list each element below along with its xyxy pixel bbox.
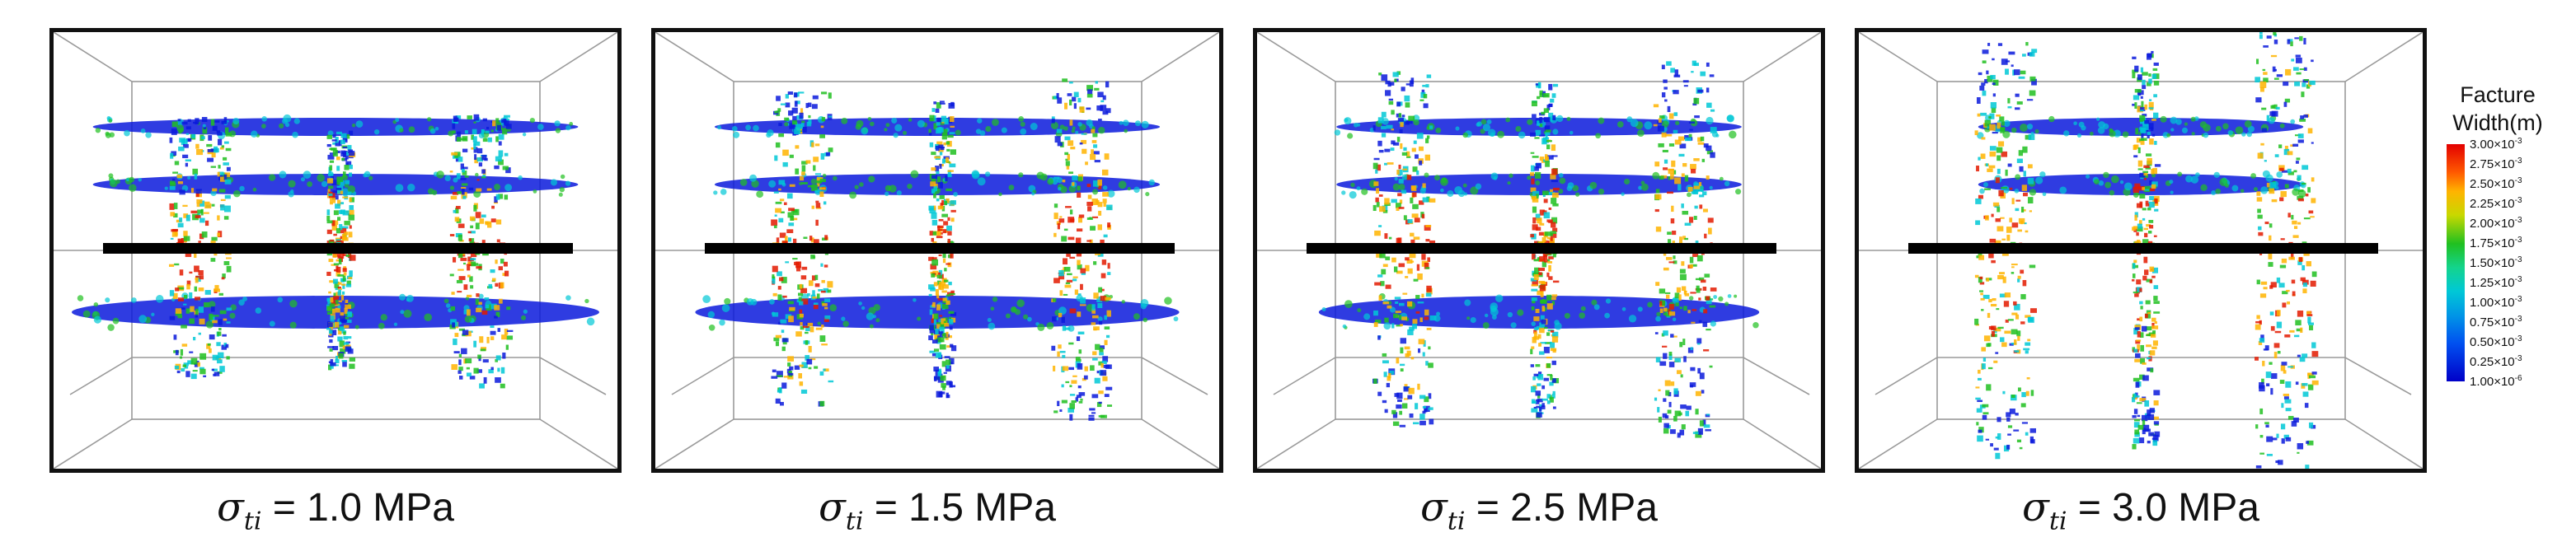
legend-tick-2: 2.50×10-3 xyxy=(2470,176,2522,191)
caption-3: σti = 2.5 MPa xyxy=(1420,484,1658,536)
vertical-fracture xyxy=(1372,71,1437,428)
vertical-fracture xyxy=(1974,42,2038,460)
legend-tick-8: 1.00×10-3 xyxy=(2470,295,2522,310)
legend-title-line1: Facture xyxy=(2460,82,2536,107)
legend-tick-12: 1.00×10-6 xyxy=(2470,374,2522,389)
wellbore xyxy=(705,243,1175,254)
legend-tick-11: 0.25×10-3 xyxy=(2470,354,2522,369)
legend-tick-4: 2.00×10-3 xyxy=(2470,216,2522,231)
panel-2 xyxy=(651,28,1223,473)
panel-1-plot xyxy=(54,32,617,469)
panel-1 xyxy=(49,28,622,473)
panel-3-plot xyxy=(1257,32,1821,469)
caption-2: σti = 1.5 MPa xyxy=(819,484,1056,536)
panel-4 xyxy=(1855,28,2427,473)
legend-tick-10: 0.50×10-3 xyxy=(2470,334,2522,349)
legend-tick-9: 0.75×10-3 xyxy=(2470,315,2522,329)
legend-colorbar xyxy=(2447,144,2465,381)
legend-title: Facture Width(m) xyxy=(2436,81,2560,137)
vertical-fracture xyxy=(928,100,957,399)
vertical-fracture xyxy=(1530,82,1560,418)
panel-4-plot xyxy=(1859,32,2423,469)
legend-tick-3: 2.25×10-3 xyxy=(2470,196,2522,211)
legend-title-line2: Width(m) xyxy=(2452,110,2543,135)
panel-2-plot xyxy=(655,32,1219,469)
vertical-fracture xyxy=(771,91,834,407)
caption-1: σti = 1.0 MPa xyxy=(217,484,454,536)
legend-tick-0: 3.00×10-3 xyxy=(2470,137,2522,152)
wellbore xyxy=(1908,243,2378,254)
legend-tick-5: 1.75×10-3 xyxy=(2470,236,2522,250)
legend-tick-7: 1.25×10-3 xyxy=(2470,275,2522,290)
legend-tick-6: 1.50×10-3 xyxy=(2470,255,2522,270)
vertical-fracture xyxy=(1653,60,1717,438)
vertical-fracture xyxy=(169,117,232,380)
vertical-fracture xyxy=(1051,78,1113,421)
vertical-fracture xyxy=(2255,32,2319,469)
wellbore xyxy=(1307,243,1776,254)
panel-3 xyxy=(1253,28,1825,473)
horizontal-fracture xyxy=(1336,171,1742,199)
wellbore xyxy=(103,243,573,254)
vertical-fracture xyxy=(326,130,356,371)
caption-4: σti = 3.0 MPa xyxy=(2022,484,2259,536)
legend-tick-1: 2.75×10-3 xyxy=(2470,157,2522,171)
